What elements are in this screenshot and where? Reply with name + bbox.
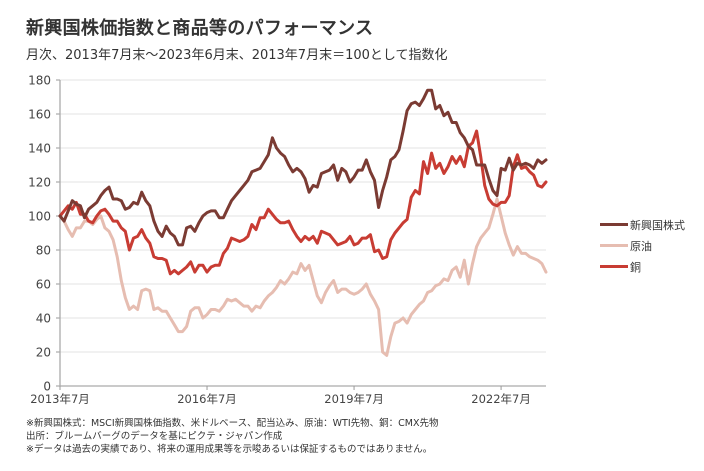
x-tick-label: 2013年7月: [30, 392, 90, 406]
y-tick-label: 160: [28, 108, 51, 122]
series-line-crude-oil: [58, 197, 548, 357]
legend-item-copper: 銅: [600, 256, 685, 277]
y-tick-label: 40: [36, 312, 51, 326]
footnote-disclaimer: ※データは過去の実績であり、将来の運用成果等を示唆あるいは保証するものではありま…: [26, 444, 433, 455]
y-tick-label: 60: [36, 278, 51, 292]
legend-label-em-stocks: 新興国株式: [630, 218, 685, 232]
series-lines: [58, 88, 548, 357]
y-tick-label: 20: [36, 346, 51, 360]
legend-label-copper: 銅: [630, 260, 641, 274]
legend-item-em-stocks: 新興国株式: [600, 214, 685, 235]
series-line-copper: [58, 129, 548, 276]
legend-label-crude-oil: 原油: [630, 239, 652, 253]
x-tick-label: 2019年7月: [324, 392, 384, 406]
y-tick-label: 120: [28, 176, 51, 190]
chart-title: 新興国株価指数と商品等のパフォーマンス: [26, 18, 374, 39]
legend-swatch-copper: [600, 265, 628, 268]
chart-subtitle: 月次、2013年7月末～2023年6月末、2013年7月末＝100として指数化: [26, 48, 448, 63]
axes: 0 20 40 60 80 100 120 140 160 180 2013年7月 2016年7月 20…: [28, 74, 546, 406]
legend-swatch-em-stocks: [600, 223, 628, 226]
footnote-sources: ※新興国株式：MSCI新興国株価指数、米ドルベース、配当込み、原油：WTI先物、…: [26, 418, 439, 429]
legend-item-crude-oil: 原油: [600, 235, 685, 256]
x-tick-label: 2016年7月: [177, 392, 237, 406]
series-line-em-stocks: [58, 88, 548, 247]
y-tick-label: 0: [43, 380, 51, 394]
legend-swatch-crude-oil: [600, 244, 628, 247]
y-tick-label: 140: [28, 142, 51, 156]
y-tick-label: 100: [28, 210, 51, 224]
y-tick-label: 180: [28, 74, 51, 88]
footnote-origin: 出所：ブルームバーグのデータを基にピクテ・ジャパン作成: [26, 431, 283, 442]
y-tick-label: 80: [36, 244, 51, 258]
x-tick-label: 2022年7月: [471, 392, 531, 406]
footnotes: ※新興国株式：MSCI新興国株価指数、米ドルベース、配当込み、原油：WTI先物、…: [26, 417, 438, 456]
legend: 新興国株式 原油 銅: [600, 214, 685, 277]
grid-lines: [60, 79, 546, 353]
